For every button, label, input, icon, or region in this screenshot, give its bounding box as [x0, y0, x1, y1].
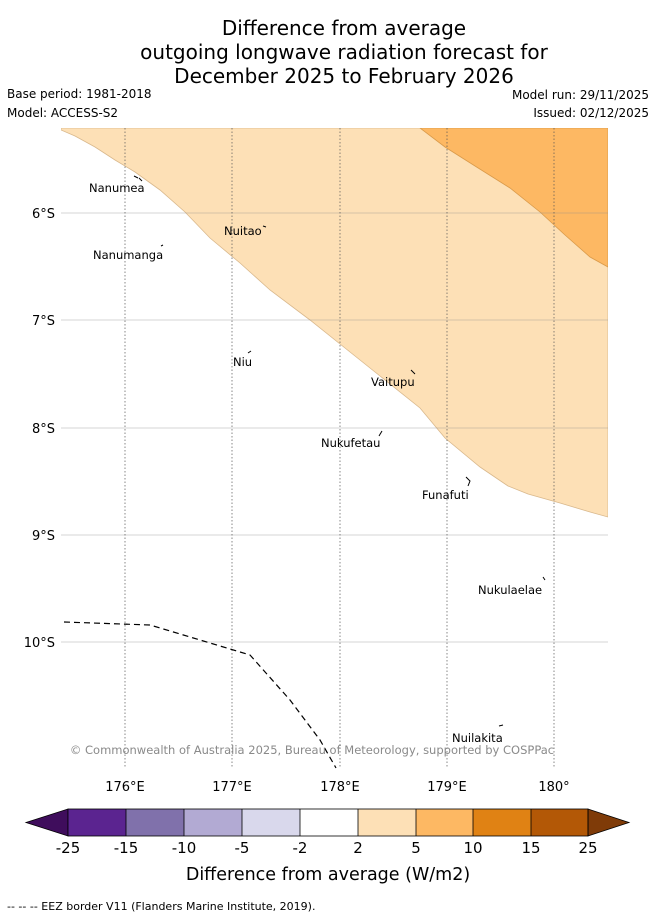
base-period-label: Base period: 1981-2018	[7, 87, 152, 101]
title-line-2: outgoing longwave radiation forecast for	[140, 40, 548, 64]
colorbar-arrow-high	[587, 808, 631, 837]
place-label: Nukufetau	[321, 436, 380, 450]
lat-label: 6°S	[32, 207, 55, 222]
lon-label: 180°	[538, 780, 569, 795]
colorbar-segment	[358, 809, 416, 836]
title-line-1: Difference from average	[221, 16, 467, 40]
lat-label: 9°S	[32, 529, 55, 544]
colorbar-segment	[531, 809, 588, 836]
colorbar-segment	[126, 809, 184, 836]
anomaly-region-2-to-5	[61, 128, 608, 518]
place-label: Nanumanga	[93, 248, 163, 262]
colorbar-tick-label: -10	[172, 839, 197, 857]
colorbar-segment	[416, 809, 473, 836]
colorbar-segment	[473, 809, 531, 836]
colorbar-tick-label: 25	[578, 839, 597, 857]
chart-title: Difference from average outgoing longwav…	[0, 16, 655, 88]
colorbar-tick-label: -5	[235, 839, 250, 857]
colorbar-tick-label: -25	[56, 839, 81, 857]
colorbar: -25 -15 -10 -5 -2 2 5 10 15 25 Differenc…	[24, 808, 631, 885]
lon-label: 177°E	[212, 780, 252, 795]
place-label: Niu	[233, 355, 252, 369]
lon-label: 176°E	[105, 780, 145, 795]
eez-footnote: -- -- -- EEZ border V11 (Flanders Marine…	[7, 900, 316, 913]
colorbar-segment	[68, 809, 126, 836]
model-run-label: Model run: 29/11/2025	[511, 88, 649, 102]
title-line-3: December 2025 to February 2026	[174, 64, 514, 88]
place-label: Nukulaelae	[478, 583, 542, 597]
anomaly-fields	[61, 128, 608, 518]
place-label: Nanumea	[89, 181, 145, 195]
colorbar-tick-label: -15	[114, 839, 139, 857]
longitude-gridlines	[124, 128, 555, 768]
lat-label: 7°S	[32, 314, 55, 329]
copyright-notice: © Commonwealth of Australia 2025, Bureau…	[70, 743, 554, 757]
colorbar-segment	[242, 809, 300, 836]
colorbar-arrow-low	[24, 808, 69, 837]
place-label: Nuilakita	[452, 731, 503, 745]
anomaly-region-5-to-10	[419, 128, 608, 268]
lat-label: 10°S	[24, 636, 55, 651]
colorbar-title: Difference from average (W/m2)	[186, 865, 470, 885]
issued-label: Issued: 02/12/2025	[533, 106, 649, 120]
place-label: Funafuti	[422, 488, 469, 502]
model-label: Model: ACCESS-S2	[7, 106, 119, 120]
lon-label: 179°E	[427, 780, 467, 795]
colorbar-tick-label: -2	[293, 839, 308, 857]
lat-label: 8°S	[32, 422, 55, 437]
eez-border-line	[63, 621, 337, 769]
colorbar-segment	[184, 809, 242, 836]
colorbar-tick-label: 15	[521, 839, 540, 857]
lon-label: 178°E	[320, 780, 360, 795]
latitude-gridlines	[61, 212, 608, 643]
colorbar-tick-label: 10	[463, 839, 482, 857]
place-label: Vaitupu	[371, 375, 415, 389]
colorbar-tick-label: 5	[411, 839, 421, 857]
place-label: Nuitao	[224, 224, 262, 238]
island-shapes	[133, 175, 546, 727]
colorbar-tick-label: 2	[353, 839, 363, 857]
colorbar-segment	[300, 809, 358, 836]
